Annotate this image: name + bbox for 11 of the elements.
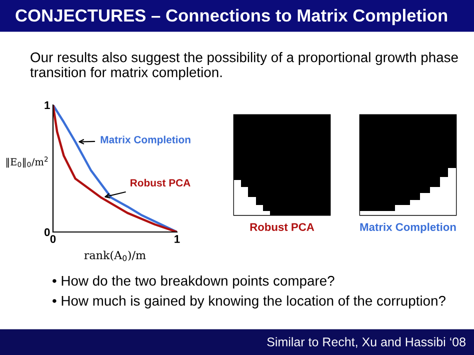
- text: Similar to Recht, Xu and Hassibi ‘08: [267, 337, 466, 348]
- series-label: Matrix Completion: [100, 136, 190, 146]
- text: • How do the two breakdown points compare?: [52, 276, 334, 288]
- text: • How much is gained by knowing the location of the corruption?: [52, 296, 446, 308]
- text: CONJECTURES – Connections to Matrix Completion: [16, 8, 448, 26]
- text: Robust PCA: [130, 178, 190, 187]
- text: Our results also suggest the possibility of a proportional growth phase transition for matrix completion.: [30, 52, 458, 80]
- text: Matrix Completion: [360, 222, 456, 234]
- text: Robust PCA: [250, 222, 314, 231]
- y-axis-title: ‖E$_{0}$‖$_{0}$/m$^{2}$: [6, 156, 48, 168]
- x-axis-title: rank(A$_{0}$)/m: [84, 250, 146, 262]
